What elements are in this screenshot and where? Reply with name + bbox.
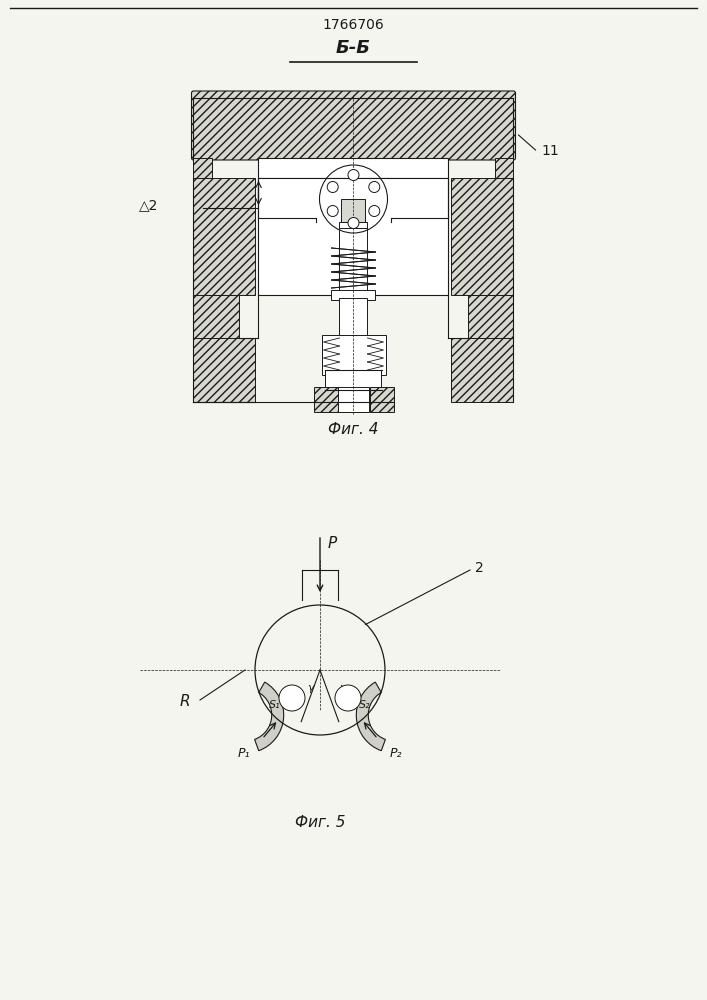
Text: P₂: P₂ xyxy=(390,747,402,760)
Circle shape xyxy=(348,218,359,229)
Circle shape xyxy=(348,169,359,180)
Bar xyxy=(469,295,513,338)
Circle shape xyxy=(369,182,380,193)
Text: P: P xyxy=(328,536,337,550)
Bar xyxy=(313,387,337,412)
Text: 1766706: 1766706 xyxy=(322,18,385,32)
Text: γ: γ xyxy=(339,683,345,693)
Text: 2: 2 xyxy=(475,561,484,575)
Circle shape xyxy=(369,206,380,217)
Circle shape xyxy=(335,685,361,711)
Wedge shape xyxy=(356,682,385,751)
Bar xyxy=(194,295,238,338)
Bar xyxy=(194,158,211,178)
Circle shape xyxy=(327,206,338,217)
Text: Б-Б: Б-Б xyxy=(336,39,371,57)
Bar xyxy=(452,178,513,295)
Bar xyxy=(370,387,394,412)
Bar xyxy=(322,335,385,375)
Wedge shape xyxy=(255,682,284,751)
Circle shape xyxy=(279,685,305,711)
Bar xyxy=(259,158,448,178)
Text: γ: γ xyxy=(307,683,313,693)
Circle shape xyxy=(327,182,338,193)
Text: S₁: S₁ xyxy=(269,700,281,710)
Text: △2: △2 xyxy=(139,198,158,212)
Bar xyxy=(194,338,255,402)
Bar xyxy=(496,158,513,178)
Text: N₂: N₂ xyxy=(340,697,354,707)
Bar xyxy=(337,387,370,412)
Bar xyxy=(325,370,382,390)
Bar xyxy=(194,98,513,158)
Text: S₂: S₂ xyxy=(359,700,370,710)
Bar xyxy=(341,199,366,222)
Text: N₁: N₁ xyxy=(287,697,300,707)
Bar xyxy=(452,338,513,402)
Bar xyxy=(332,290,375,300)
Bar xyxy=(339,222,368,228)
Text: 11: 11 xyxy=(542,144,559,158)
Text: P₁: P₁ xyxy=(238,747,250,760)
Bar xyxy=(339,228,368,295)
Text: Фиг. 4: Фиг. 4 xyxy=(328,422,379,437)
FancyBboxPatch shape xyxy=(192,91,515,160)
Text: Фиг. 5: Фиг. 5 xyxy=(295,815,345,830)
Bar xyxy=(194,178,255,295)
Bar xyxy=(339,298,368,338)
Text: R: R xyxy=(180,694,190,710)
Bar xyxy=(259,178,448,295)
